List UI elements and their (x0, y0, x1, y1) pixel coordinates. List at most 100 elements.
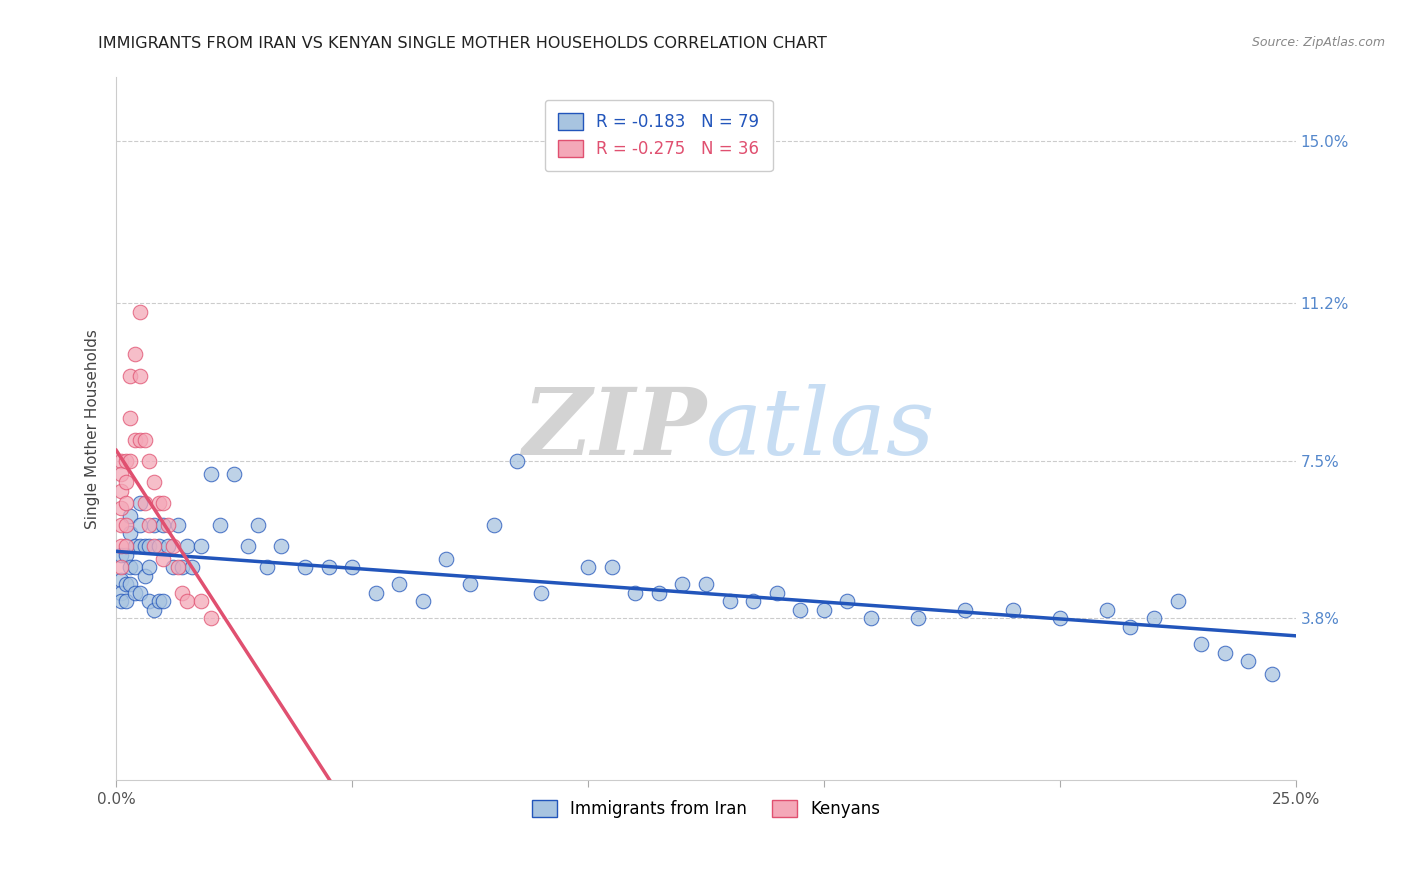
Point (436, 551, 458, 566)
Point (110, 483, 132, 498)
Point (1095, 603, 1118, 617)
Point (110, 586, 132, 600)
Point (176, 594, 198, 608)
Point (114, 539, 136, 553)
Point (148, 539, 170, 553)
Point (1237, 654, 1260, 668)
Point (114, 577, 136, 591)
Point (1213, 646, 1236, 660)
Point (294, 560, 316, 574)
Point (110, 517, 132, 532)
Point (1001, 603, 1024, 617)
Point (907, 611, 929, 625)
Point (162, 560, 184, 574)
Point (152, 496, 174, 510)
Point (152, 594, 174, 608)
Point (124, 539, 146, 553)
Point (128, 539, 150, 553)
Point (148, 594, 170, 608)
Point (157, 539, 180, 553)
Point (138, 560, 160, 574)
Point (134, 496, 156, 510)
Point (134, 539, 156, 553)
Legend: Immigrants from Iran, Kenyans: Immigrants from Iran, Kenyans (524, 793, 887, 825)
Point (148, 496, 170, 510)
Point (813, 603, 835, 617)
Point (134, 433, 156, 447)
Point (114, 594, 136, 608)
Point (128, 517, 150, 532)
Point (256, 560, 278, 574)
Point (190, 594, 212, 608)
Point (128, 586, 150, 600)
Point (1167, 594, 1189, 608)
Point (1143, 611, 1166, 625)
Point (1261, 666, 1284, 681)
Point (166, 560, 188, 574)
Point (1119, 620, 1142, 634)
Point (224, 467, 246, 481)
Point (134, 569, 156, 583)
Point (120, 411, 142, 425)
Text: IMMIGRANTS FROM IRAN VS KENYAN SINGLE MOTHER HOUSEHOLDS CORRELATION CHART: IMMIGRANTS FROM IRAN VS KENYAN SINGLE MO… (98, 36, 827, 51)
Point (506, 454, 529, 468)
Point (120, 526, 142, 541)
Point (860, 611, 883, 625)
Point (152, 517, 174, 532)
Point (209, 517, 232, 532)
Point (364, 586, 387, 600)
Point (270, 539, 292, 553)
Point (624, 586, 647, 600)
Point (718, 594, 741, 608)
Point (143, 517, 166, 532)
Point (180, 560, 202, 574)
Point (172, 586, 194, 600)
Point (412, 594, 434, 608)
Point (128, 496, 150, 510)
Point (1189, 637, 1212, 651)
Point (110, 560, 132, 574)
Point (789, 603, 811, 617)
Point (138, 517, 160, 532)
Point (152, 551, 174, 566)
Point (128, 368, 150, 383)
Point (110, 548, 132, 562)
Point (340, 560, 363, 574)
Point (124, 560, 146, 574)
Point (120, 368, 142, 383)
Point (482, 517, 505, 532)
Point (120, 560, 142, 574)
Point (162, 539, 184, 553)
Point (200, 467, 222, 481)
Point (157, 517, 180, 532)
Point (648, 586, 671, 600)
Point (114, 517, 136, 532)
Point (138, 454, 160, 468)
Point (238, 539, 260, 553)
Point (246, 517, 269, 532)
Point (458, 577, 481, 591)
Point (1049, 611, 1071, 625)
Text: ZIP: ZIP (522, 384, 706, 474)
Point (837, 594, 859, 608)
Point (110, 500, 132, 515)
Y-axis label: Single Mother Households: Single Mother Households (86, 329, 100, 529)
Point (576, 560, 599, 574)
Point (110, 573, 132, 587)
Point (138, 539, 160, 553)
Text: atlas: atlas (706, 384, 935, 474)
Point (138, 594, 160, 608)
Point (128, 433, 150, 447)
Point (114, 454, 136, 468)
Point (388, 577, 411, 591)
Point (124, 347, 146, 361)
Point (128, 304, 150, 318)
Point (955, 603, 977, 617)
Point (143, 475, 166, 489)
Point (114, 548, 136, 562)
Text: Source: ZipAtlas.com: Source: ZipAtlas.com (1251, 36, 1385, 49)
Point (120, 509, 142, 524)
Point (143, 539, 166, 553)
Point (110, 467, 132, 481)
Point (120, 577, 142, 591)
